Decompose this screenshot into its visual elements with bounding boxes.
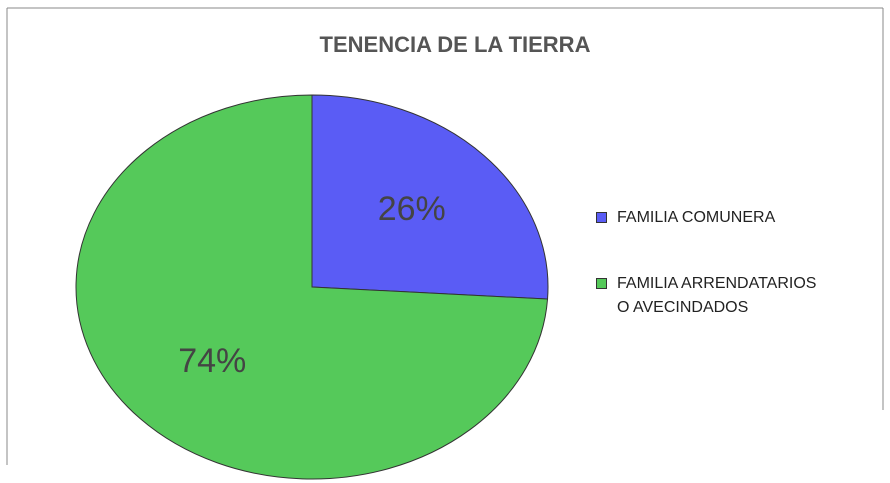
legend: FAMILIA COMUNERA FAMILIA ARRENDATARIOS O … [596, 206, 846, 362]
legend-label: FAMILIA COMUNERA [617, 209, 776, 226]
legend-item: FAMILIA ARRENDATARIOS O AVECINDADOS [596, 272, 846, 320]
pie-slice [75, 94, 549, 480]
pie-slice [311, 94, 549, 300]
data-label: 26% [378, 190, 446, 228]
legend-item: FAMILIA COMUNERA [596, 206, 846, 230]
legend-label: FAMILIA ARRENDATARIOS O AVECINDADOS [617, 275, 817, 316]
chart-title: TENENCIA DE LA TIERRA [320, 32, 591, 57]
legend-swatch [596, 278, 607, 289]
data-label: 74% [178, 342, 246, 380]
legend-swatch [596, 212, 607, 223]
